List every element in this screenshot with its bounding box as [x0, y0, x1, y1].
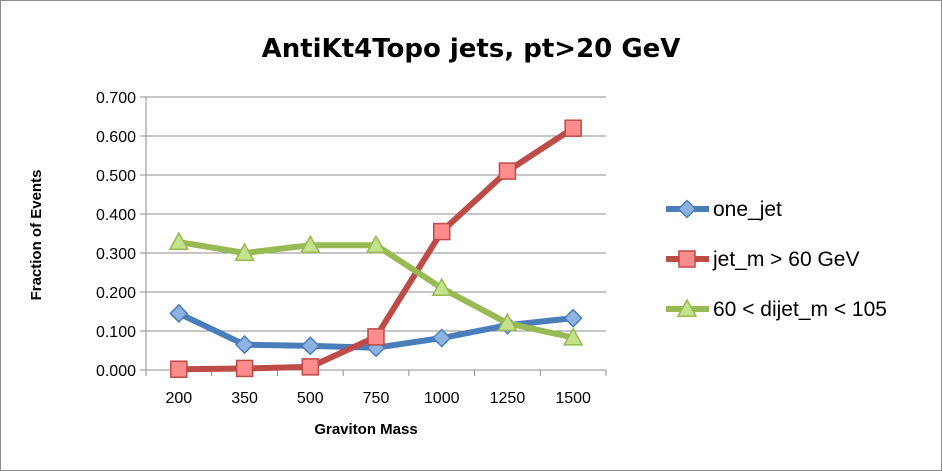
x-tick-label-1250: 1250	[490, 390, 526, 407]
x-tick-label-200: 200	[166, 390, 193, 407]
legend-swatch-marker-0	[677, 199, 697, 219]
data-point-2-5	[497, 312, 518, 332]
legend-label-1: jet_m > 60 GeV	[712, 248, 860, 271]
series-layer	[168, 119, 584, 378]
y-tick-label-0: 0.000	[96, 363, 136, 380]
chart-title: AntiKt4Topo jets, pt>20 GeV	[262, 34, 681, 64]
gridlines	[146, 96, 606, 332]
data-point-1-1	[235, 359, 254, 378]
data-point-1-6	[564, 119, 582, 137]
y-tick-label-3: 0.300	[96, 246, 136, 263]
data-point-1-4	[432, 222, 451, 241]
legend: one_jet jet_m > 60 GeV 60 < dijet_m < 105	[666, 198, 887, 321]
legend-entry-2: 60 < dijet_m < 105	[666, 298, 887, 321]
legend-swatch-marker-1	[678, 250, 696, 268]
y-tick-label-2: 0.200	[96, 285, 136, 302]
x-tick-label-350: 350	[231, 390, 258, 407]
y-tick-label-5: 0.500	[96, 168, 136, 185]
data-point-1-5	[498, 162, 517, 180]
x-axis-ticks: 200 350 500 750 1000 1250 1500	[145, 370, 607, 407]
x-axis-title: Graviton Mass	[314, 421, 417, 438]
series-1	[170, 119, 582, 378]
y-tick-label-6: 0.600	[96, 129, 136, 146]
data-point-1-0	[170, 360, 188, 378]
data-point-2-1	[234, 242, 255, 261]
x-tick-label-750: 750	[363, 390, 390, 407]
y-axis-title: Fraction of Events	[28, 170, 45, 301]
y-tick-label-4: 0.400	[96, 207, 136, 224]
data-point-2-6	[562, 327, 584, 346]
legend-entry-0: one_jet	[666, 198, 782, 221]
legend-label-0: one_jet	[713, 198, 782, 221]
data-point-0-6	[563, 308, 583, 328]
x-tick-label-1500: 1500	[555, 390, 591, 407]
y-tick-label-1: 0.100	[96, 324, 136, 341]
legend-label-2: 60 < dijet_m < 105	[713, 298, 887, 321]
y-tick-label-7: 0.700	[96, 90, 136, 107]
data-point-1-3	[367, 328, 385, 346]
data-point-2-2	[300, 234, 321, 254]
data-point-0-2	[300, 336, 320, 356]
data-point-1-2	[301, 358, 320, 376]
data-point-0-1	[235, 335, 255, 355]
series-2	[168, 231, 584, 346]
data-point-0-4	[432, 328, 452, 348]
data-point-2-0	[168, 231, 190, 251]
y-axis-ticks: 0.000 0.100 0.200 0.300 0.400 0.500 0.600 0.700	[96, 90, 146, 380]
legend-entry-1: jet_m > 60 GeV	[666, 248, 860, 271]
data-point-2-4	[431, 277, 452, 297]
data-point-0-0	[169, 303, 189, 324]
x-tick-label-500: 500	[297, 390, 324, 407]
data-point-2-3	[365, 234, 387, 254]
x-tick-label-1000: 1000	[424, 390, 460, 407]
legend-swatch-marker-2	[676, 298, 698, 317]
